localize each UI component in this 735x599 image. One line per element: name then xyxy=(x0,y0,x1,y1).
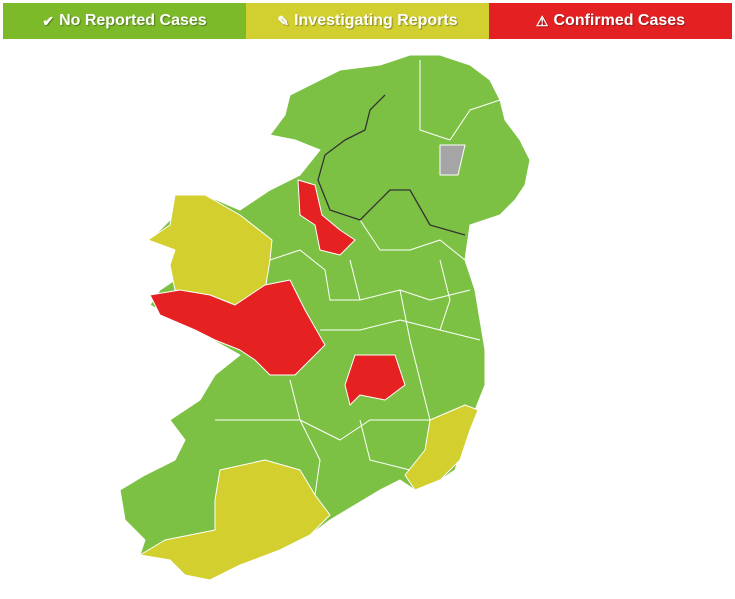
region-north-midlands[interactable] xyxy=(297,179,356,256)
legend-label: Investigating Reports xyxy=(294,12,458,29)
check-icon: ✔ xyxy=(42,12,55,29)
region-southeast[interactable] xyxy=(404,404,479,491)
legend-label: Confirmed Cases xyxy=(553,12,686,29)
region-west[interactable] xyxy=(149,279,326,376)
region-no-data[interactable] xyxy=(439,144,466,176)
region-midlands[interactable] xyxy=(344,354,406,406)
warning-icon: ⚠ xyxy=(535,12,549,29)
edit-icon: ✎ xyxy=(277,12,290,29)
border-line xyxy=(317,94,466,236)
legend-bar: ✔ No Reported Cases ✎ Investigating Repo… xyxy=(3,3,732,39)
region-south[interactable] xyxy=(139,459,331,581)
legend-no-reported-cases[interactable]: ✔ No Reported Cases xyxy=(3,3,246,39)
county-lines xyxy=(215,60,501,496)
legend-label: No Reported Cases xyxy=(59,12,207,29)
legend-confirmed-cases[interactable]: ⚠ Confirmed Cases xyxy=(489,3,732,39)
legend-investigating-reports[interactable]: ✎ Investigating Reports xyxy=(246,3,489,39)
